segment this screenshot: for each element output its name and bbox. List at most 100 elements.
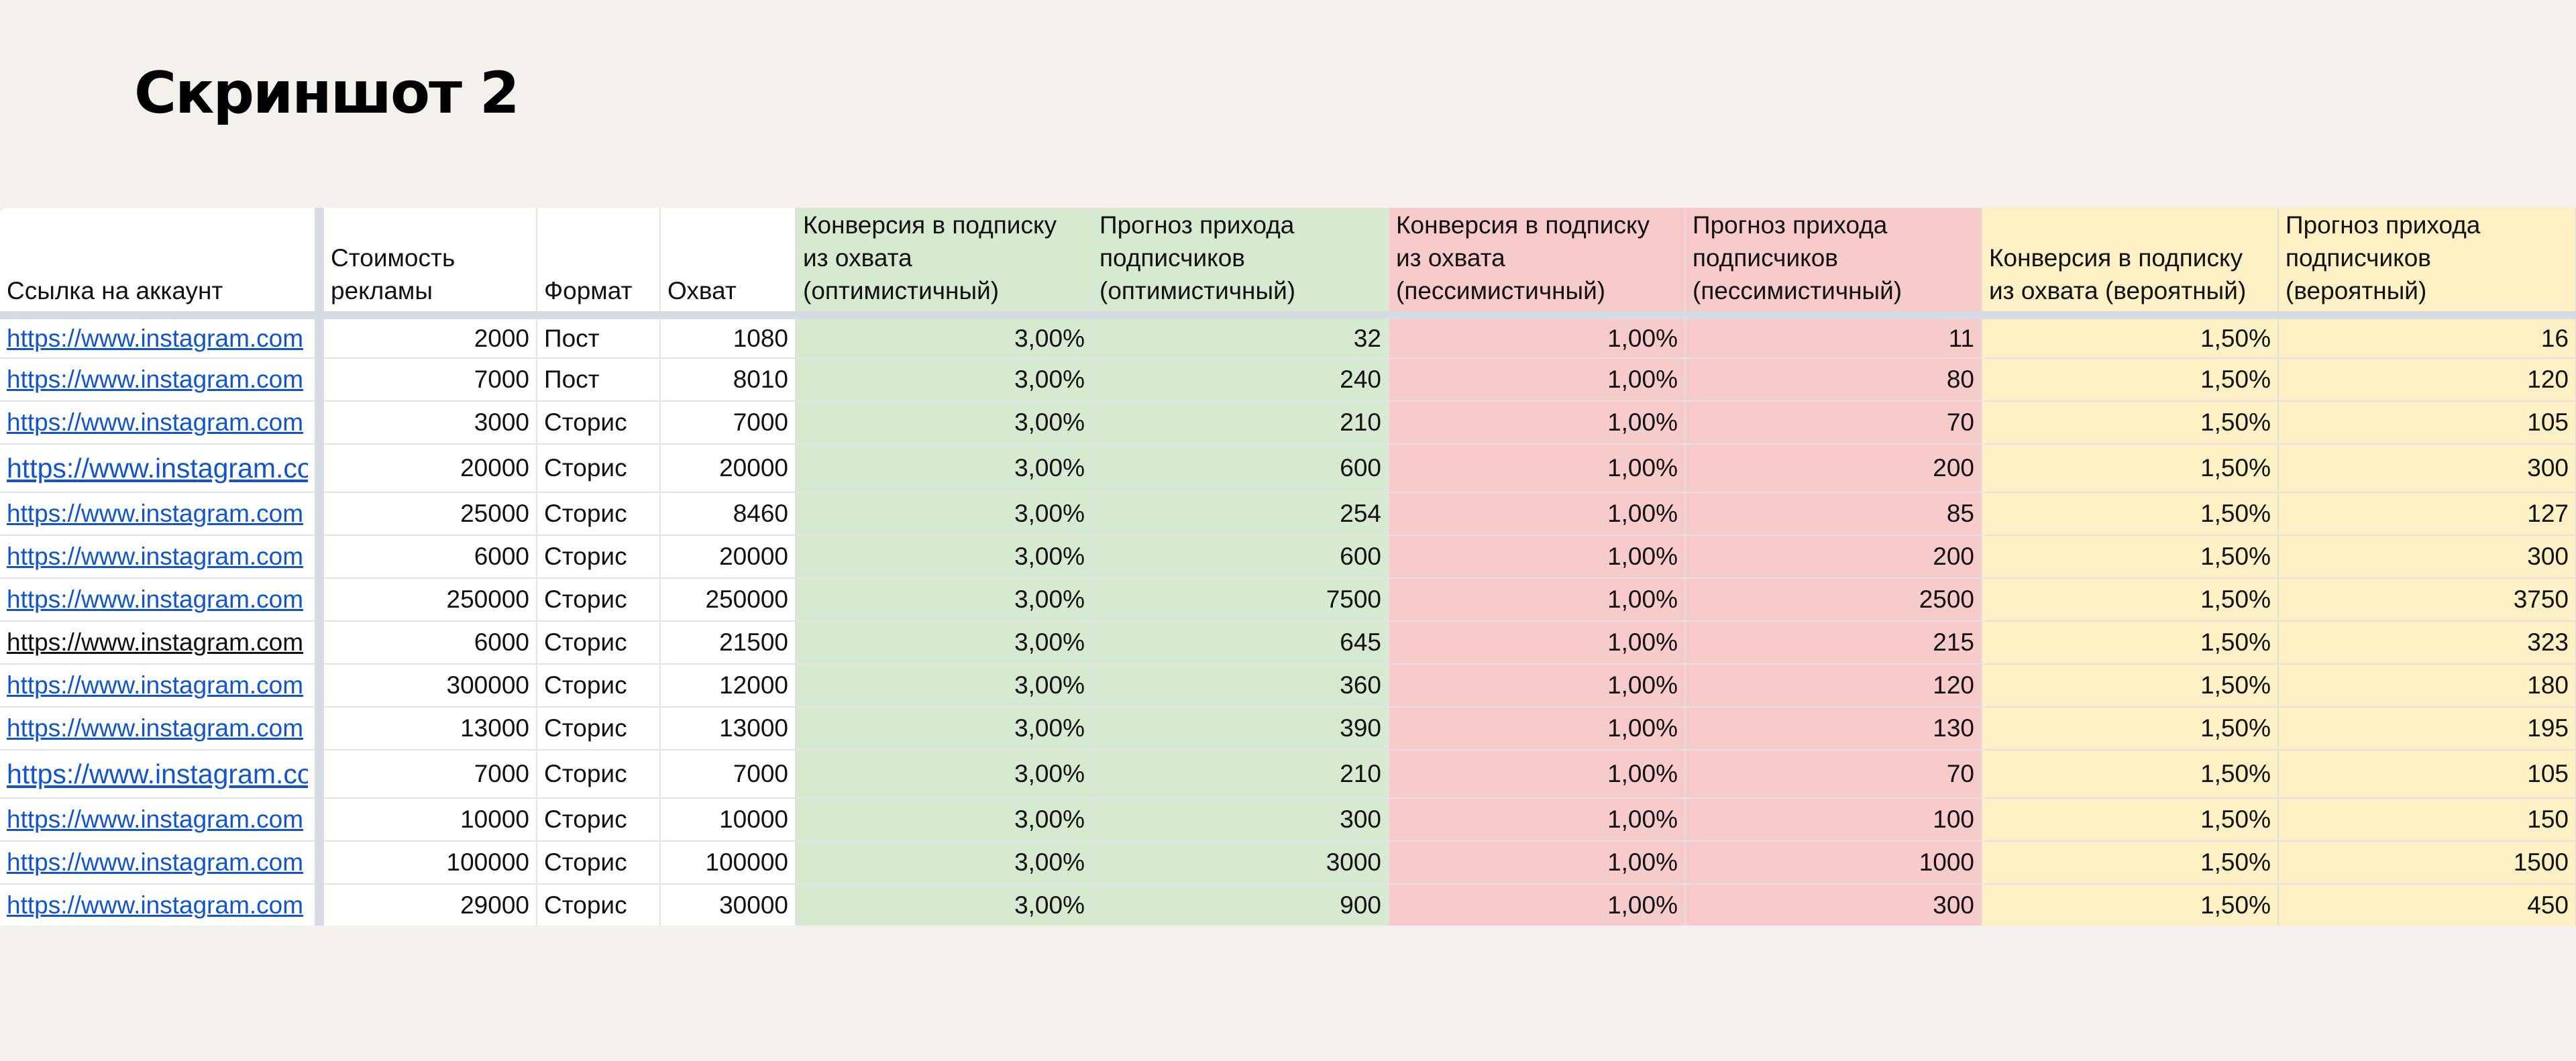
header-conversion-pessimistic[interactable]: Конверсия в подписку из охвата (пессимис… (1389, 208, 1686, 319)
format-cell[interactable]: Сторис (537, 578, 661, 622)
conversion-pessimistic-cell[interactable]: 1,00% (1389, 401, 1686, 445)
account-link[interactable]: https://www.instagram.com (7, 452, 308, 484)
subscribers-probable-cell[interactable]: 300 (2278, 535, 2576, 579)
format-cell[interactable]: Сторис (537, 444, 661, 493)
conversion-pessimistic-cell[interactable]: 1,00% (1389, 798, 1686, 842)
reach-cell[interactable]: 250000 (660, 578, 796, 622)
subscribers-pessimistic-cell[interactable]: 80 (1685, 358, 1982, 402)
subscribers-optimistic-cell[interactable]: 32 (1092, 315, 1389, 359)
conversion-probable-cell[interactable]: 1,50% (1982, 535, 2279, 579)
ad-cost-cell[interactable]: 29000 (319, 884, 537, 926)
subscribers-pessimistic-cell[interactable]: 11 (1685, 315, 1982, 359)
conversion-pessimistic-cell[interactable]: 1,00% (1389, 578, 1686, 622)
conversion-optimistic-cell[interactable]: 3,00% (796, 578, 1093, 622)
conversion-pessimistic-cell[interactable]: 1,00% (1389, 358, 1686, 402)
conversion-optimistic-cell[interactable]: 3,00% (796, 841, 1093, 885)
conversion-pessimistic-cell[interactable]: 1,00% (1389, 621, 1686, 665)
format-cell[interactable]: Сторис (537, 664, 661, 708)
format-cell[interactable]: Пост (537, 315, 661, 359)
subscribers-probable-cell[interactable]: 120 (2278, 358, 2576, 402)
account-link-cell[interactable]: https://www.instagram.com (0, 707, 324, 750)
conversion-pessimistic-cell[interactable]: 1,00% (1389, 444, 1686, 493)
account-link-cell[interactable]: https://www.instagram.com (0, 315, 324, 359)
account-link-cell[interactable]: https://www.instagram.com (0, 535, 324, 579)
reach-cell[interactable]: 7000 (660, 750, 796, 799)
conversion-probable-cell[interactable]: 1,50% (1982, 578, 2279, 622)
header-ad-cost[interactable]: Стоимость рекламы (319, 208, 537, 319)
conversion-optimistic-cell[interactable]: 3,00% (796, 444, 1093, 493)
header-subscribers-optimistic[interactable]: Прогноз прихода подписчиков (оптимистичн… (1092, 208, 1389, 319)
conversion-pessimistic-cell[interactable]: 1,00% (1389, 664, 1686, 708)
conversion-probable-cell[interactable]: 1,50% (1982, 492, 2279, 536)
subscribers-pessimistic-cell[interactable]: 200 (1685, 444, 1982, 493)
conversion-probable-cell[interactable]: 1,50% (1982, 621, 2279, 665)
subscribers-pessimistic-cell[interactable]: 215 (1685, 621, 1982, 665)
subscribers-optimistic-cell[interactable]: 360 (1092, 664, 1389, 708)
subscribers-probable-cell[interactable]: 195 (2278, 707, 2576, 750)
reach-cell[interactable]: 13000 (660, 707, 796, 750)
account-link[interactable]: https://www.instagram.com (7, 408, 304, 436)
conversion-probable-cell[interactable]: 1,50% (1982, 841, 2279, 885)
ad-cost-cell[interactable]: 6000 (319, 535, 537, 579)
ad-cost-cell[interactable]: 250000 (319, 578, 537, 622)
subscribers-pessimistic-cell[interactable]: 100 (1685, 798, 1982, 842)
format-cell[interactable]: Сторис (537, 841, 661, 885)
ad-cost-cell[interactable]: 7000 (319, 750, 537, 799)
ad-cost-cell[interactable]: 7000 (319, 358, 537, 402)
account-link-cell[interactable]: https://www.instagram.com (0, 358, 324, 402)
account-link[interactable]: https://www.instagram.com (7, 758, 308, 789)
header-format[interactable]: Формат (537, 208, 661, 319)
account-link-cell[interactable]: https://www.instagram.com (0, 621, 324, 665)
subscribers-pessimistic-cell[interactable]: 70 (1685, 401, 1982, 445)
account-link[interactable]: https://www.instagram.com (7, 543, 304, 570)
subscribers-probable-cell[interactable]: 16 (2278, 315, 2576, 359)
ad-cost-cell[interactable]: 3000 (319, 401, 537, 445)
account-link[interactable]: https://www.instagram.com (7, 805, 304, 833)
subscribers-optimistic-cell[interactable]: 210 (1092, 750, 1389, 799)
conversion-probable-cell[interactable]: 1,50% (1982, 401, 2279, 445)
conversion-pessimistic-cell[interactable]: 1,00% (1389, 315, 1686, 359)
conversion-optimistic-cell[interactable]: 3,00% (796, 401, 1093, 445)
subscribers-probable-cell[interactable]: 180 (2278, 664, 2576, 708)
ad-cost-cell[interactable]: 2000 (319, 315, 537, 359)
reach-cell[interactable]: 20000 (660, 444, 796, 493)
format-cell[interactable]: Сторис (537, 884, 661, 926)
conversion-pessimistic-cell[interactable]: 1,00% (1389, 707, 1686, 750)
subscribers-pessimistic-cell[interactable]: 1000 (1685, 841, 1982, 885)
subscribers-optimistic-cell[interactable]: 600 (1092, 535, 1389, 579)
conversion-pessimistic-cell[interactable]: 1,00% (1389, 492, 1686, 536)
subscribers-probable-cell[interactable]: 323 (2278, 621, 2576, 665)
subscribers-optimistic-cell[interactable]: 900 (1092, 884, 1389, 926)
reach-cell[interactable]: 1080 (660, 315, 796, 359)
account-link-cell[interactable]: https://www.instagram.com (0, 664, 324, 708)
ad-cost-cell[interactable]: 13000 (319, 707, 537, 750)
subscribers-probable-cell[interactable]: 450 (2278, 884, 2576, 926)
subscribers-pessimistic-cell[interactable]: 70 (1685, 750, 1982, 799)
subscribers-probable-cell[interactable]: 1500 (2278, 841, 2576, 885)
ad-cost-cell[interactable]: 100000 (319, 841, 537, 885)
subscribers-optimistic-cell[interactable]: 3000 (1092, 841, 1389, 885)
format-cell[interactable]: Пост (537, 358, 661, 402)
subscribers-pessimistic-cell[interactable]: 130 (1685, 707, 1982, 750)
header-account-link[interactable]: Ссылка на аккаунт (0, 208, 324, 319)
account-link-cell[interactable]: https://www.instagram.com (0, 841, 324, 885)
conversion-pessimistic-cell[interactable]: 1,00% (1389, 535, 1686, 579)
ad-cost-cell[interactable]: 6000 (319, 621, 537, 665)
ad-cost-cell[interactable]: 300000 (319, 664, 537, 708)
subscribers-probable-cell[interactable]: 150 (2278, 798, 2576, 842)
conversion-optimistic-cell[interactable]: 3,00% (796, 798, 1093, 842)
subscribers-optimistic-cell[interactable]: 7500 (1092, 578, 1389, 622)
format-cell[interactable]: Сторис (537, 621, 661, 665)
conversion-optimistic-cell[interactable]: 3,00% (796, 492, 1093, 536)
header-conversion-optimistic[interactable]: Конверсия в подписку из охвата (оптимист… (796, 208, 1093, 319)
subscribers-optimistic-cell[interactable]: 600 (1092, 444, 1389, 493)
subscribers-probable-cell[interactable]: 3750 (2278, 578, 2576, 622)
conversion-pessimistic-cell[interactable]: 1,00% (1389, 841, 1686, 885)
reach-cell[interactable]: 8010 (660, 358, 796, 402)
account-link[interactable]: https://www.instagram.com (7, 628, 304, 656)
account-link-cell[interactable]: https://www.instagram.com (0, 401, 324, 445)
format-cell[interactable]: Сторис (537, 798, 661, 842)
conversion-probable-cell[interactable]: 1,50% (1982, 358, 2279, 402)
conversion-pessimistic-cell[interactable]: 1,00% (1389, 750, 1686, 799)
conversion-probable-cell[interactable]: 1,50% (1982, 707, 2279, 750)
